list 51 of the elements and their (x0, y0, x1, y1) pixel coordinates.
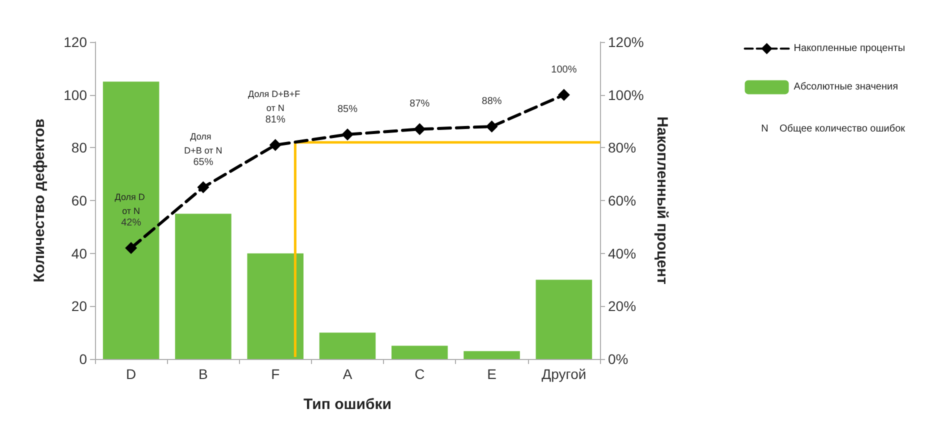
x-tick-label: A (342, 366, 353, 382)
bar (464, 351, 520, 359)
data-label: 42% (121, 218, 142, 229)
point (269, 139, 282, 152)
legend-label: Накопленные проценты (794, 43, 906, 54)
y2-tick-label: 120% (608, 34, 644, 50)
x-tick-label: D (126, 366, 136, 382)
point (558, 88, 570, 101)
y-tick-label: 40 (71, 245, 88, 262)
x-tick-label: B (198, 366, 208, 382)
y2-tick-label: 20% (608, 298, 636, 314)
y2-tick-label: 60% (608, 192, 636, 208)
annotation: Доля D от N (114, 192, 148, 216)
x-tick-label: C (414, 366, 425, 382)
data-label: 85% (337, 104, 358, 115)
legend-label: Абсолютные значения (794, 82, 898, 93)
y-tick-label: 100 (64, 86, 88, 103)
y-tick-label: 0 (79, 351, 88, 367)
data-label: 65% (193, 156, 214, 168)
bar (319, 332, 376, 359)
point (197, 181, 210, 194)
text: N Общее количество ошибок (761, 124, 906, 134)
y2-tick-label: 0% (608, 351, 628, 367)
y2-tick-label: 40% (608, 245, 636, 262)
y2-tick-label: 100% (608, 86, 644, 103)
point (342, 128, 354, 140)
y2-tick-label: 80% (608, 140, 636, 156)
x-axis-title: Тип ошибки (304, 396, 392, 413)
y-tick-label: 60 (71, 192, 88, 208)
y-tick-label: 80 (71, 140, 88, 156)
data-label: 81% (265, 114, 286, 126)
y-tick-label: 120 (64, 34, 88, 50)
annotation: Доля D+B+F от N (248, 89, 303, 114)
x-tick-label: Другой (542, 366, 586, 382)
x-tick-label: E (487, 366, 496, 382)
x-tick-label: F (271, 366, 280, 382)
point (125, 242, 138, 254)
data-label: 100% (551, 64, 577, 76)
bar (102, 82, 160, 359)
annotation: Доля D+B от N (184, 131, 222, 156)
point (414, 123, 426, 136)
data-label: 88% (482, 96, 502, 108)
y-tick-label: 20 (71, 298, 88, 314)
bar (536, 280, 592, 359)
bar (175, 214, 232, 359)
y-axis-title: Количество дефектов (31, 118, 48, 282)
bar (247, 253, 304, 359)
bar (392, 346, 448, 359)
point (486, 120, 498, 133)
y2-axis-title: Накопленный процент (654, 116, 671, 285)
data-label: 87% (410, 98, 430, 110)
